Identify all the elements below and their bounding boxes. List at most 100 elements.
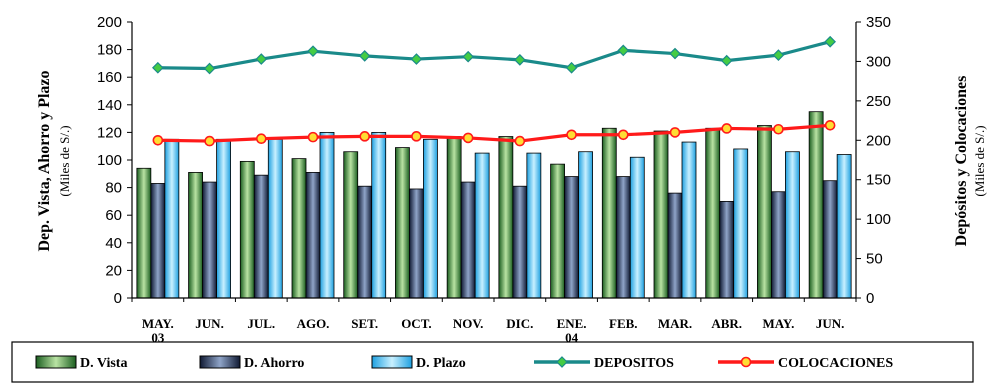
- bar-d-ahorro-7: [512, 185, 528, 299]
- category-label: JUL.: [247, 316, 275, 331]
- line-colocaciones: [157, 123, 831, 143]
- bar-d-vista-0: [136, 167, 152, 299]
- right-tick-label: 50: [866, 251, 883, 268]
- point-colocaciones-13: [824, 120, 836, 131]
- left-tick-label: 80: [105, 180, 122, 197]
- point-depositos-7: [514, 54, 526, 66]
- point-colocaciones-5: [411, 131, 422, 142]
- category-label: 04: [565, 330, 579, 345]
- point-depositos-4: [358, 50, 371, 62]
- point-colocaciones-12: [773, 123, 784, 135]
- legend: D. Vista D. Ahorro D. Plazo DEPOSITOS COLOCA…: [11, 341, 974, 383]
- bar-d-plazo-0: [164, 138, 180, 299]
- left-axis-title: Dep. Vista, Ahorro y Plazo: [36, 70, 53, 251]
- bar-d-vista-3: [291, 158, 307, 299]
- bar-d-vista-2: [239, 160, 255, 299]
- legend-label-colocaciones: COLOCACIONES: [778, 356, 893, 371]
- bar-d-plazo-8: [578, 151, 593, 299]
- legend-swatch-d-plazo: [371, 355, 413, 369]
- point-depositos-6: [462, 50, 474, 63]
- category-label: JUN.: [195, 316, 224, 331]
- left-tick-label: 40: [105, 235, 122, 252]
- bar-d-vista-10: [653, 130, 669, 299]
- left-tick-label: 200: [97, 14, 122, 31]
- bar-d-vista-12: [757, 125, 772, 299]
- bar-d-vista-9: [601, 127, 617, 299]
- point-depositos-2: [255, 53, 268, 65]
- bar-d-plazo-2: [267, 138, 283, 299]
- bar-d-ahorro-9: [615, 176, 631, 299]
- point-depositos-13: [824, 35, 836, 48]
- category-label: AGO.: [297, 316, 330, 331]
- bar-d-vista-6: [446, 136, 462, 299]
- plot-area: 0 20 40 60 80 100 120 140 160 180 200 0 50 100 150 200 2…: [97, 14, 891, 345]
- bar-d-plazo-4: [371, 131, 387, 299]
- bar-d-ahorro-5: [409, 188, 424, 299]
- bar-d-plazo-12: [785, 151, 800, 299]
- point-colocaciones-8: [566, 129, 577, 141]
- category-label: ABR.: [711, 316, 742, 331]
- line-depositos: [157, 40, 831, 71]
- point-colocaciones-10: [669, 127, 681, 138]
- point-colocaciones-9: [617, 129, 629, 141]
- bar-d-ahorro-8: [564, 176, 579, 299]
- right-axis-subtitle: (Miles de S/.): [972, 125, 987, 196]
- right-tick-label: 350: [866, 14, 891, 31]
- bar-d-ahorro-4: [357, 185, 373, 299]
- bar-d-ahorro-13: [822, 180, 838, 299]
- category-label: MAY.: [762, 316, 794, 331]
- bar-d-ahorro-1: [202, 181, 217, 299]
- bar-d-vista-5: [395, 147, 410, 299]
- left-tick-label: 20: [105, 262, 122, 279]
- legend-marker-depositos: [556, 356, 568, 368]
- point-depositos-12: [772, 49, 785, 61]
- right-axis-title-group: Depósitos y Colocaciones (Miles de S/.): [953, 76, 987, 247]
- bar-d-plazo-13: [836, 154, 852, 299]
- category-label: MAR.: [658, 316, 692, 331]
- bar-d-ahorro-0: [150, 183, 166, 299]
- point-depositos-1: [203, 62, 216, 75]
- bar-d-ahorro-12: [771, 191, 786, 299]
- category-label: OCT.: [401, 316, 431, 331]
- point-colocaciones-2: [255, 133, 267, 145]
- point-depositos-3: [307, 45, 319, 58]
- bar-d-vista-13: [808, 111, 824, 299]
- bar-d-ahorro-6: [460, 181, 476, 299]
- point-colocaciones-6: [462, 132, 474, 144]
- point-depositos-5: [410, 53, 423, 65]
- bar-d-ahorro-10: [667, 192, 683, 299]
- right-tick-label: 0: [866, 290, 874, 307]
- legend-swatch-d-ahorro: [199, 355, 241, 369]
- point-depositos-0: [152, 61, 164, 74]
- point-depositos-11: [720, 54, 733, 67]
- point-depositos-9: [617, 44, 630, 57]
- bar-d-plazo-3: [319, 131, 335, 299]
- bar-d-ahorro-3: [305, 172, 321, 299]
- right-axis-title: Depósitos y Colocaciones: [953, 76, 970, 247]
- bar-d-ahorro-2: [253, 174, 269, 299]
- point-depositos-10: [669, 47, 681, 60]
- legend-label-d-ahorro: D. Ahorro: [244, 356, 304, 371]
- left-tick-label: 100: [97, 152, 122, 169]
- bar-d-vista-4: [343, 151, 359, 299]
- category-label: DIC.: [506, 316, 533, 331]
- point-colocaciones-11: [721, 123, 733, 134]
- right-tick-label: 100: [866, 211, 891, 228]
- category-label: NOV.: [453, 316, 483, 331]
- right-tick-label: 200: [866, 132, 891, 149]
- point-colocaciones-3: [307, 131, 319, 143]
- bar-d-vista-1: [188, 172, 203, 299]
- bar-d-vista-7: [498, 136, 514, 299]
- bar-d-plazo-6: [474, 152, 490, 299]
- category-label: ENE.: [557, 316, 587, 331]
- bar-d-plazo-10: [681, 141, 697, 299]
- legend-label-d-plazo: D. Plazo: [416, 356, 466, 371]
- point-depositos-8: [565, 61, 578, 74]
- point-colocaciones-0: [152, 134, 164, 146]
- bar-d-plazo-9: [629, 156, 645, 299]
- point-colocaciones-1: [204, 135, 215, 147]
- legend-marker-colocaciones: [740, 356, 752, 368]
- left-axis-title-group: Dep. Vista, Ahorro y Plazo (Miles de S/.…: [36, 70, 72, 251]
- legend-frame: [11, 341, 974, 383]
